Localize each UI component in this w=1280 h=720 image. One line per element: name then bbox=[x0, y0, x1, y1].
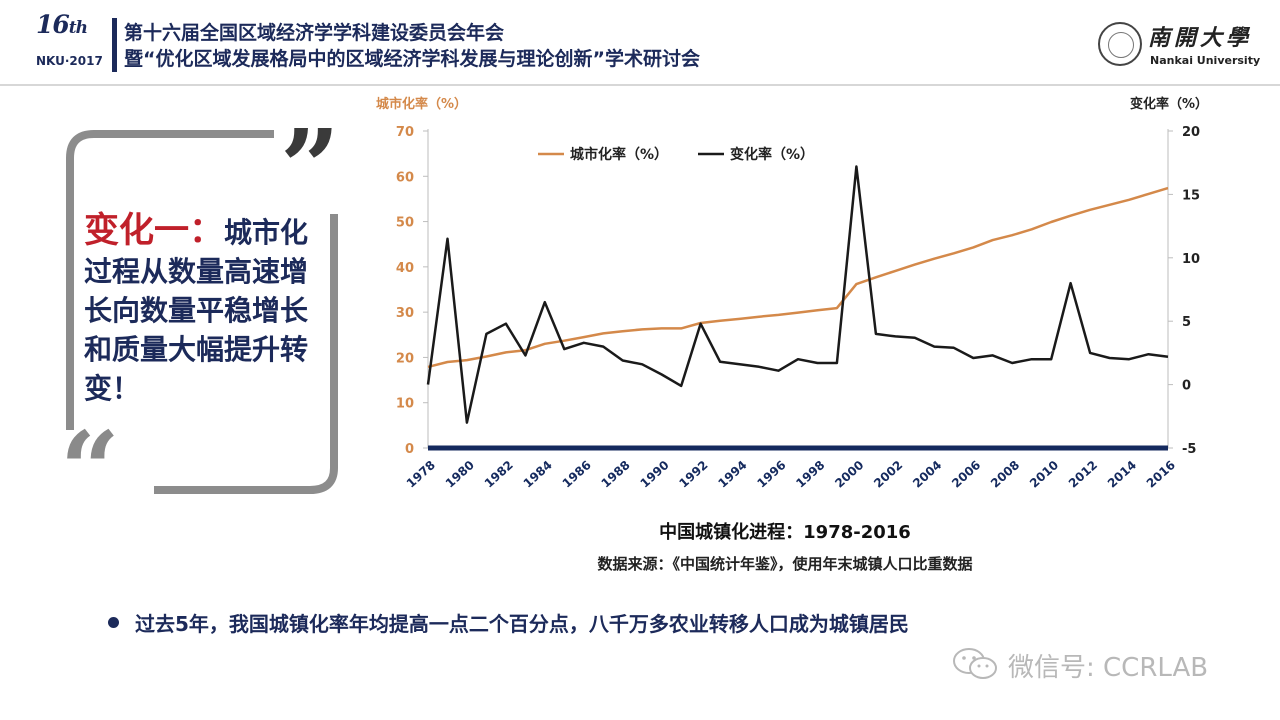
left-tick-label: 30 bbox=[396, 306, 414, 321]
legend-label: 变化率（%） bbox=[730, 146, 814, 163]
bullet-point: 过去5年，我国城镇化率年均提高一点二个百分点，八千万多农业转移人口成为城镇居民 bbox=[108, 608, 909, 637]
x-tick-label: 2010 bbox=[1027, 458, 1061, 491]
closing-quote-mark-icon: ” bbox=[280, 106, 340, 229]
x-tick-label: 1982 bbox=[482, 458, 516, 491]
x-tick-label: 1988 bbox=[599, 458, 633, 491]
conference-title-line2: 暨“优化区域发展格局中的区域经济学科发展与理论创新”学术研讨会 bbox=[124, 48, 700, 70]
logo-sub: NKU·2017 bbox=[36, 54, 103, 68]
university-name-cn: 南開大學 bbox=[1148, 25, 1253, 51]
x-tick-label: 1986 bbox=[560, 458, 594, 491]
left-tick-label: 40 bbox=[396, 261, 414, 276]
conference-logo: 16th NKU·2017 bbox=[36, 10, 106, 68]
legend-label: 城市化率（%） bbox=[570, 146, 668, 163]
x-tick-label: 2002 bbox=[871, 458, 905, 491]
x-tick-label: 2014 bbox=[1105, 458, 1139, 491]
right-tick-label: -5 bbox=[1182, 442, 1196, 457]
x-tick-label: 1996 bbox=[754, 458, 788, 491]
quote-frame bbox=[64, 130, 340, 494]
left-tick-label: 10 bbox=[396, 397, 414, 412]
x-tick-label: 1978 bbox=[404, 458, 438, 491]
left-axis-title: 城市化率（%） bbox=[376, 96, 467, 112]
callout-heading: 变化一： bbox=[84, 211, 225, 251]
right-tick-label: 0 bbox=[1182, 379, 1191, 394]
university-name-en: Nankai University bbox=[1150, 54, 1261, 67]
callout-text: 变化一：城市化过程从数量高速增长向数量平稳增长和质量大幅提升转变！ bbox=[84, 212, 324, 408]
title-accent-bar bbox=[112, 18, 117, 72]
change-rate-line bbox=[426, 165, 1169, 424]
left-tick-label: 0 bbox=[405, 442, 414, 457]
left-tick-label: 70 bbox=[396, 125, 414, 140]
x-tick-label: 1998 bbox=[793, 458, 827, 491]
chart-title: 中国城镇化进程：1978-2016 bbox=[659, 522, 911, 543]
watermark-text: 微信号: CCRLAB bbox=[1008, 653, 1209, 683]
left-tick-label: 60 bbox=[396, 170, 414, 185]
x-tick-label: 2000 bbox=[832, 458, 866, 491]
university-seal-icon bbox=[1098, 22, 1142, 66]
conference-title: 第十六届全国区域经济学学科建设委员会年会 暨“优化区域发展格局中的区域经济学科发… bbox=[124, 20, 700, 72]
opening-quote-mark-icon: “ bbox=[60, 408, 120, 531]
x-tick-label: 1992 bbox=[676, 458, 710, 491]
university-logo: 南開大學 Nankai University bbox=[1098, 20, 1260, 72]
x-tick-label: 2012 bbox=[1066, 458, 1100, 491]
x-tick-label: 1984 bbox=[521, 458, 555, 491]
conference-title-line1: 第十六届全国区域经济学学科建设委员会年会 bbox=[124, 22, 505, 44]
bullet-dot-icon bbox=[108, 617, 119, 628]
left-tick-label: 20 bbox=[396, 351, 414, 366]
right-tick-label: 15 bbox=[1182, 188, 1200, 203]
chart-source: 数据来源：《中国统计年鉴》，使用年末城镇人口比重数据 bbox=[597, 555, 973, 573]
right-tick-label: 5 bbox=[1182, 315, 1191, 330]
logo-suffix: th bbox=[68, 18, 88, 38]
right-tick-label: 10 bbox=[1182, 252, 1200, 267]
x-tick-label: 1994 bbox=[715, 458, 749, 491]
x-tick-label: 1990 bbox=[637, 458, 671, 491]
urbanization-rate-line bbox=[427, 186, 1169, 369]
x-tick-label: 2008 bbox=[988, 458, 1022, 491]
left-tick-label: 50 bbox=[396, 216, 414, 231]
wechat-icon bbox=[953, 648, 997, 679]
watermark: 微信号: CCRLAB bbox=[952, 645, 1252, 685]
x-tick-label: 1980 bbox=[443, 458, 477, 491]
right-axis-title: 变化率（%） bbox=[1130, 96, 1208, 112]
x-tick-label: 2006 bbox=[949, 458, 983, 491]
bullet-text: 过去5年，我国城镇化率年均提高一点二个百分点，八千万多农业转移人口成为城镇居民 bbox=[135, 612, 909, 636]
x-tick-label: 2016 bbox=[1144, 458, 1178, 491]
x-tick-label: 2004 bbox=[910, 458, 944, 491]
header-divider bbox=[0, 84, 1280, 86]
right-tick-label: 20 bbox=[1182, 125, 1200, 140]
logo-number: 16 bbox=[36, 10, 70, 39]
callout-body: 城市化过程从数量高速增长向数量平稳增长和质量大幅提升转变！ bbox=[84, 216, 309, 405]
